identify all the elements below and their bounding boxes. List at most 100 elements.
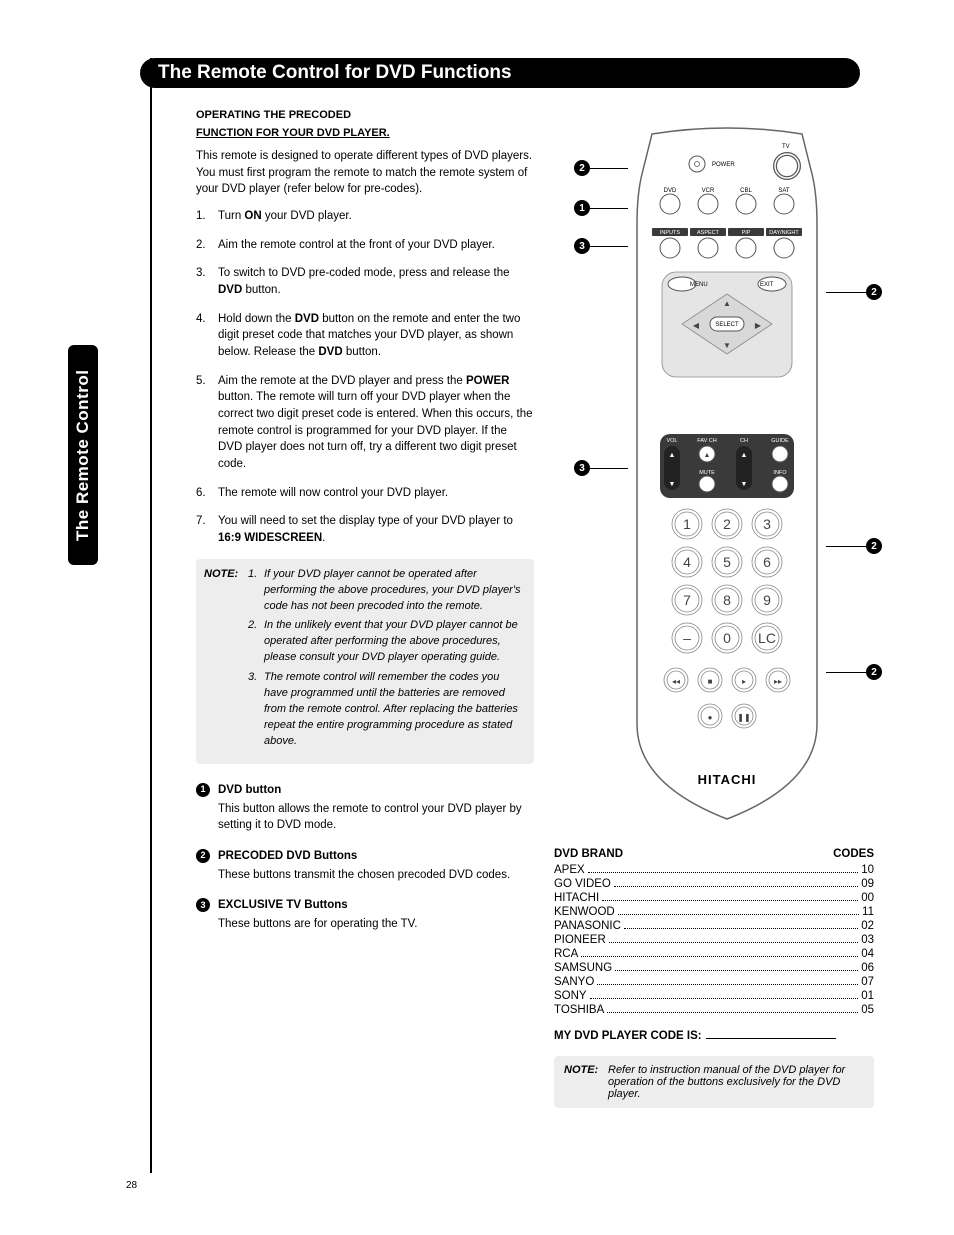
step-item: 7.You will need to set the display type …	[196, 513, 534, 546]
svg-text:HITACHI: HITACHI	[698, 772, 757, 787]
my-code-label: MY DVD PLAYER CODE IS:	[554, 1030, 900, 1042]
svg-text:DVD: DVD	[664, 188, 677, 194]
svg-text:MENU: MENU	[690, 282, 708, 288]
svg-text:4: 4	[683, 554, 691, 570]
callout-definition: 2PRECODED DVD ButtonsThese buttons trans…	[196, 848, 534, 883]
step-item: 5.Aim the remote at the DVD player and p…	[196, 373, 534, 473]
svg-text:▸▸: ▸▸	[774, 677, 782, 686]
callout-definition: 3EXCLUSIVE TV ButtonsThese buttons are f…	[196, 897, 534, 932]
svg-text:▶: ▶	[755, 321, 762, 330]
svg-text:7: 7	[683, 592, 691, 608]
svg-text:TV: TV	[782, 144, 790, 150]
svg-text:2: 2	[723, 516, 731, 532]
callout-dot: 1	[574, 200, 590, 216]
svg-text:CBL: CBL	[740, 188, 752, 194]
left-column: OPERATING THE PRECODED FUNCTION FOR YOUR…	[196, 108, 534, 947]
svg-text:◀: ◀	[693, 321, 700, 330]
note-box: NOTE: 1.If your DVD player cannot be ope…	[196, 559, 534, 764]
svg-text:▲: ▲	[723, 299, 731, 308]
codes-header-brand: DVD BRAND	[554, 848, 623, 860]
code-row: GO VIDEO09	[554, 878, 874, 890]
callout-dot: 2	[866, 284, 882, 300]
svg-text:■: ■	[708, 677, 713, 686]
svg-text:SAT: SAT	[778, 188, 790, 194]
svg-text:GUIDE: GUIDE	[771, 438, 789, 444]
svg-text:▲: ▲	[741, 452, 748, 459]
title-bar: The Remote Control for DVD Functions	[140, 58, 860, 88]
code-row: SANYO07	[554, 976, 874, 988]
callout-dot: 2	[866, 538, 882, 554]
svg-text:–: –	[683, 630, 691, 646]
svg-text:SELECT: SELECT	[715, 322, 739, 328]
code-row: SONY01	[554, 990, 874, 1002]
vertical-rule	[150, 58, 152, 1173]
right-column: 1 2 3 2 3 2 2 POWER TV DVD VCR CBL SAT INPUTS ASPE…	[554, 108, 900, 1108]
svg-text:LC: LC	[758, 630, 776, 646]
svg-text:INPUTS: INPUTS	[660, 230, 681, 236]
side-tab: The Remote Control	[68, 345, 98, 565]
svg-text:9: 9	[763, 592, 771, 608]
step-item: 4.Hold down the DVD button on the remote…	[196, 311, 534, 361]
callout-dot: 2	[574, 160, 590, 176]
note-item: 2.In the unlikely event that your DVD pl…	[248, 618, 524, 666]
svg-text:▸: ▸	[742, 677, 746, 686]
svg-text:VCR: VCR	[702, 188, 715, 194]
note-item: 1.If your DVD player cannot be operated …	[248, 567, 524, 615]
svg-text:PIP: PIP	[742, 230, 751, 236]
bottom-note-box: NOTE: Refer to instruction manual of the…	[554, 1056, 874, 1108]
code-row: TOSHIBA05	[554, 1004, 874, 1016]
step-item: 1.Turn ON your DVD player.	[196, 208, 534, 225]
svg-text:INFO: INFO	[773, 470, 787, 476]
step-item: 3.To switch to DVD pre-coded mode, press…	[196, 265, 534, 298]
code-row: APEX10	[554, 864, 874, 876]
remote-diagram: 1 2 3 2 3 2 2 POWER TV DVD VCR CBL SAT INPUTS ASPE…	[554, 108, 900, 838]
callout-dot: 3	[574, 238, 590, 254]
code-row: KENWOOD11	[554, 906, 874, 918]
remote-control-image: POWER TV DVDVCRCBLSAT INPUTSASPECTPIPDAY…	[622, 124, 832, 824]
callout-definitions: 1DVD buttonThis button allows the remote…	[196, 782, 534, 933]
page-number: 28	[126, 1180, 137, 1191]
svg-text:●: ●	[708, 713, 713, 722]
svg-text:8: 8	[723, 592, 731, 608]
svg-text:MUTE: MUTE	[699, 470, 715, 476]
step-item: 2.Aim the remote control at the front of…	[196, 237, 534, 254]
svg-text:POWER: POWER	[712, 162, 735, 168]
codes-table: DVD BRAND CODES APEX10 GO VIDEO09 HITACHI0…	[554, 848, 874, 1016]
svg-text:CH: CH	[740, 438, 748, 444]
svg-text:3: 3	[763, 516, 771, 532]
code-row: RCA04	[554, 948, 874, 960]
code-row: PIONEER03	[554, 934, 874, 946]
callout-definition: 1DVD buttonThis button allows the remote…	[196, 782, 534, 834]
callout-line	[826, 292, 866, 293]
note-item: 3.The remote control will remember the c…	[248, 670, 524, 750]
code-row: PANASONIC02	[554, 920, 874, 932]
svg-text:▲: ▲	[669, 452, 676, 459]
svg-text:▼: ▼	[669, 481, 676, 488]
svg-text:0: 0	[723, 630, 731, 646]
section-heading-line1: OPERATING THE PRECODED	[196, 108, 534, 124]
callout-line	[826, 546, 866, 547]
svg-text:▼: ▼	[723, 341, 731, 350]
codes-header-codes: CODES	[833, 848, 874, 860]
svg-text:6: 6	[763, 554, 771, 570]
svg-text:1: 1	[683, 516, 691, 532]
svg-text:ASPECT: ASPECT	[697, 230, 720, 236]
intro-paragraph: This remote is designed to operate diffe…	[196, 148, 534, 198]
svg-text:VOL: VOL	[666, 438, 677, 444]
svg-text:▲: ▲	[704, 452, 711, 459]
callout-line	[826, 672, 866, 673]
svg-text:◂◂: ◂◂	[672, 677, 680, 686]
svg-text:▼: ▼	[741, 481, 748, 488]
note-label: NOTE:	[204, 567, 248, 754]
callout-dot: 2	[866, 664, 882, 680]
svg-text:❚❚: ❚❚	[737, 713, 750, 722]
code-row: SAMSUNG06	[554, 962, 874, 974]
code-row: HITACHI00	[554, 892, 874, 904]
callout-dot: 3	[574, 460, 590, 476]
steps-list: 1.Turn ON your DVD player. 2.Aim the remo…	[196, 208, 534, 547]
section-heading-line2: FUNCTION FOR YOUR DVD PLAYER.	[196, 126, 534, 142]
svg-text:EXIT: EXIT	[760, 282, 774, 288]
svg-text:5: 5	[723, 554, 731, 570]
step-item: 6.The remote will now control your DVD p…	[196, 485, 534, 502]
svg-text:FAV CH: FAV CH	[697, 438, 716, 444]
